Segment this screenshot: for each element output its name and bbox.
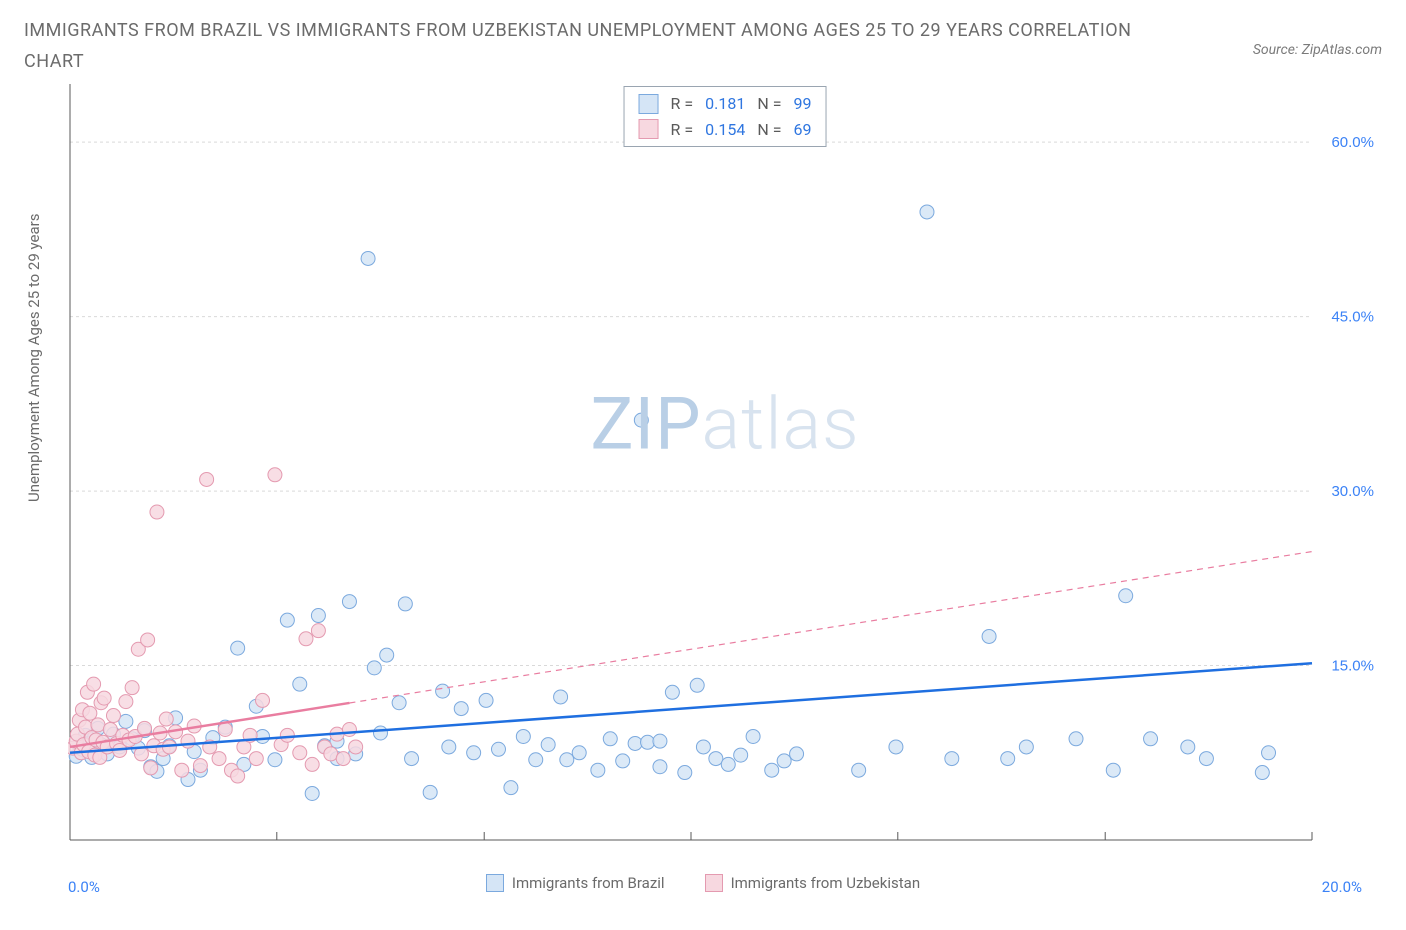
chart-title: IMMIGRANTS FROM BRAZIL VS IMMIGRANTS FRO… [24, 16, 1154, 77]
y-axis-label: Unemployment Among Ages 25 to 29 years [25, 482, 43, 502]
r-value-uzbekistan: 0.154 [705, 117, 745, 143]
stats-row-brazil: R = 0.181 N = 99 [639, 91, 812, 117]
series-legend: Immigrants from Brazil Immigrants from U… [24, 874, 1382, 892]
correlation-stats-box: R = 0.181 N = 99 R = 0.154 N = 69 [624, 86, 827, 147]
swatch-brazil-icon [639, 94, 659, 114]
legend-uzbekistan: Immigrants from Uzbekistan [705, 874, 921, 892]
stats-row-uzbekistan: R = 0.154 N = 69 [639, 117, 812, 143]
legend-brazil: Immigrants from Brazil [486, 874, 665, 892]
svg-text:60.0%: 60.0% [1331, 134, 1374, 151]
legend-label-brazil: Immigrants from Brazil [512, 874, 665, 892]
n-value-uzbekistan: 69 [793, 117, 811, 143]
legend-swatch-uzbekistan-icon [705, 874, 723, 892]
r-value-brazil: 0.181 [705, 91, 745, 117]
legend-swatch-brazil-icon [486, 874, 504, 892]
swatch-uzbekistan-icon [639, 119, 659, 139]
scatter-plot: ZIPatlas 15.0%30.0%45.0%60.0% R = 0.181 … [68, 82, 1382, 842]
svg-text:15.0%: 15.0% [1331, 658, 1374, 675]
svg-text:30.0%: 30.0% [1331, 483, 1374, 500]
chart-container: Unemployment Among Ages 25 to 29 years Z… [24, 82, 1382, 902]
legend-label-uzbekistan: Immigrants from Uzbekistan [731, 874, 921, 892]
source-attribution: Source: ZipAtlas.com [1253, 42, 1382, 58]
svg-text:45.0%: 45.0% [1331, 309, 1374, 326]
n-value-brazil: 99 [793, 91, 811, 117]
